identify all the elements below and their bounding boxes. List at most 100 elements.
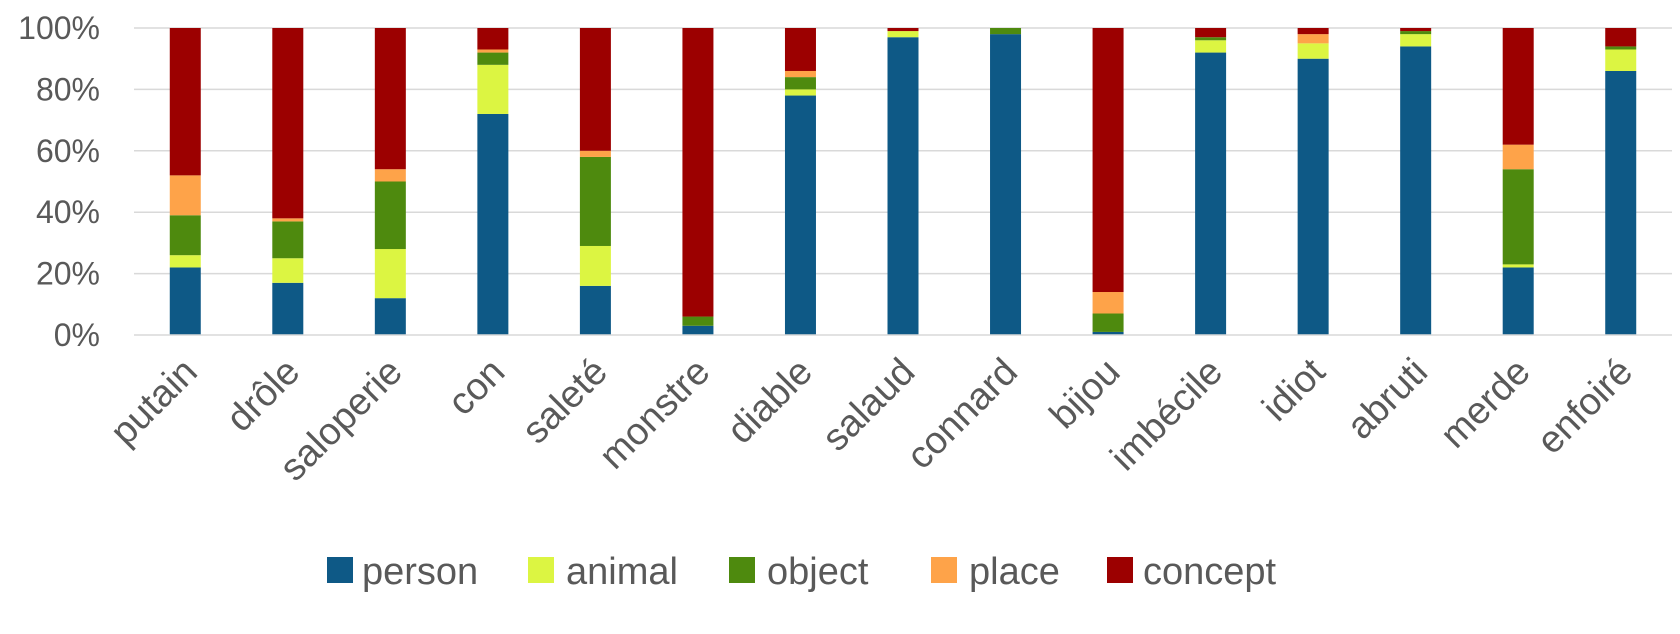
bar-segment-concept [1195,28,1227,38]
legend-swatch [931,557,957,583]
legend-swatch [327,557,353,583]
bar-segment-object [1502,169,1534,265]
x-tick-label: monstre [592,351,719,478]
bar-segment-person [682,325,714,335]
legend-swatch [729,557,755,583]
bar-segment-concept [374,28,406,170]
legend-label: person [362,551,478,593]
bar-segment-object [169,215,201,256]
legend: person animal object place concept [327,551,1277,593]
y-tick-label: 100% [18,10,100,46]
bar-segment-animal [374,249,406,299]
bar-segment-object [784,77,816,90]
bar-segment-place [1092,292,1124,314]
bar-stack-connard [990,28,1022,335]
bar-segment-concept [477,28,509,50]
bar-segment-person [169,267,201,335]
bar-segment-person [477,113,509,336]
bar-segment-concept [272,28,304,219]
x-tick-label: saleté [514,351,615,452]
bar-segment-person [579,285,611,335]
bar-segment-concept [1297,28,1329,35]
x-tick-label: merde [1433,351,1539,457]
bar-segment-animal [1297,43,1329,59]
bar-stack-diable [784,28,816,335]
bar-segment-object [682,316,714,326]
bar-segment-animal [1400,34,1432,47]
bar-segment-place [1502,144,1534,170]
legend-label: place [969,551,1060,593]
x-tick-label: bijou [1042,351,1128,437]
bar-stack-monstre [682,28,714,335]
bar-segment-place [272,218,304,222]
bar-segment-person [990,34,1022,335]
bar-segment-animal [784,89,816,96]
bars [169,28,1637,336]
bar-stack-abruti [1400,28,1432,336]
bar-segment-person [1605,70,1637,335]
x-tick-label: putain [103,351,206,454]
legend-swatch [528,557,554,583]
bar-segment-animal [1195,40,1227,53]
bar-stack-merde [1502,28,1534,335]
y-tick-label: 60% [36,133,100,169]
legend-item-animal: animal [528,551,678,593]
x-tick-label: enfoiré [1529,351,1641,463]
bar-stack-saleté [579,28,611,335]
legend-item-concept: concept [1107,551,1277,593]
bar-segment-concept [887,28,919,32]
bar-segment-animal [272,258,304,283]
bar-segment-person [784,95,816,335]
legend-item-place: place [931,551,1060,593]
bar-segment-object [1195,37,1227,41]
bar-segment-place [374,169,406,182]
bar-segment-object [477,52,509,65]
bar-segment-concept [682,28,714,317]
bar-segment-animal [1502,264,1534,268]
bar-segment-person [374,298,406,335]
x-tick-label: imbécile [1103,351,1231,479]
bar-stack-drôle [272,28,304,335]
y-tick-label: 80% [36,71,100,107]
bar-stack-enfoiré [1605,28,1637,335]
bar-segment-person [1502,267,1534,335]
bar-stack-saloperie [374,28,406,335]
y-axis-ticks: 0% 20% 40% 60% 80% 100% [18,10,100,353]
bar-stack-con [477,28,509,336]
x-tick-label: idiot [1255,350,1334,429]
bar-segment-object [1092,313,1124,332]
legend-item-person: person [327,551,478,593]
bar-segment-person [1297,58,1329,335]
y-tick-label: 20% [36,256,100,292]
bar-segment-animal [1605,49,1637,71]
bar-segment-place [477,49,509,53]
bar-segment-object [1605,46,1637,50]
bar-stack-salaud [887,28,919,336]
bar-segment-place [169,175,201,216]
bar-segment-place [784,70,816,78]
bar-segment-concept [169,28,201,176]
bar-segment-object [1400,31,1432,35]
bar-segment-place [579,150,611,157]
bar-segment-object [579,156,611,246]
bar-segment-person [1092,331,1124,335]
bar-segment-person [272,282,304,335]
x-tick-label: connard [899,351,1026,478]
bar-segment-concept [1400,28,1432,32]
bar-segment-person [1400,46,1432,336]
x-tick-label: drôle [219,351,308,440]
bar-segment-person [1195,52,1227,336]
bar-segment-concept [1502,28,1534,145]
bar-segment-concept [1605,28,1637,47]
bar-segment-animal [477,64,509,114]
bar-segment-animal [169,255,201,268]
y-tick-label: 0% [54,317,100,353]
bar-stack-imbécile [1195,28,1227,336]
bar-segment-object [990,28,1022,35]
bar-stack-putain [169,28,201,335]
bar-segment-concept [1092,28,1124,293]
x-tick-label: abruti [1339,351,1436,448]
x-tick-label: con [440,351,513,424]
